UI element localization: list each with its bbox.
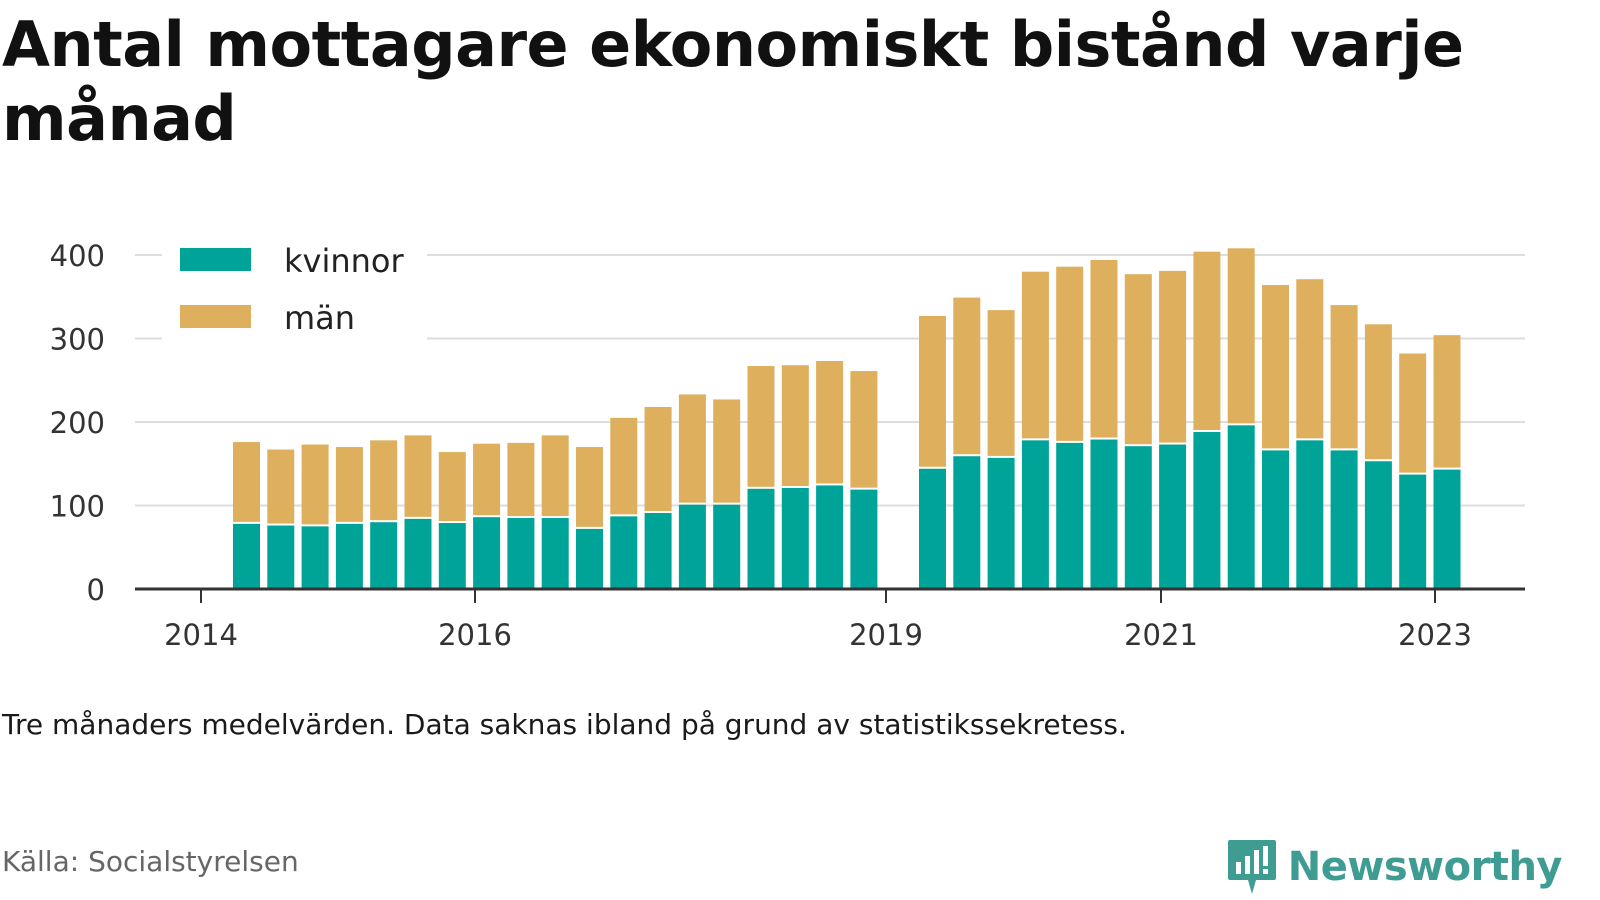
bar-man bbox=[473, 443, 501, 516]
bar-kvinnor bbox=[267, 525, 295, 589]
bar-kvinnor bbox=[1227, 425, 1255, 589]
bar-kvinnor bbox=[1056, 442, 1084, 589]
bar-kvinnor bbox=[713, 504, 741, 589]
bar-man bbox=[1296, 279, 1324, 439]
legend-swatch-kvinnor bbox=[180, 248, 251, 271]
bar-kvinnor bbox=[1364, 461, 1392, 589]
bar-man bbox=[1330, 305, 1358, 449]
x-axis: 2014 2016 2019 2021 2023 bbox=[135, 587, 1525, 652]
bar-kvinnor bbox=[816, 485, 844, 589]
x-tick-label: 2023 bbox=[1398, 618, 1472, 652]
bar-man bbox=[1433, 335, 1461, 468]
bar-kvinnor bbox=[678, 504, 706, 589]
chart-title: Antal mottagare ekonomiskt bistånd varje… bbox=[2, 8, 1464, 155]
bar-kvinnor bbox=[404, 518, 432, 589]
x-tick-label: 2021 bbox=[1124, 618, 1198, 652]
newsworthy-logo-icon bbox=[1227, 840, 1276, 894]
bar-kvinnor bbox=[370, 522, 398, 589]
x-tick-label: 2014 bbox=[164, 618, 238, 652]
x-tick-label: 2016 bbox=[438, 618, 512, 652]
bar-man bbox=[438, 452, 466, 522]
bar-kvinnor bbox=[335, 523, 363, 589]
bar-man bbox=[1021, 271, 1049, 439]
bar-kvinnor bbox=[1193, 432, 1221, 589]
bar-kvinnor bbox=[747, 488, 775, 589]
bar-kvinnor bbox=[576, 528, 603, 589]
bar-man bbox=[541, 435, 569, 517]
bar-kvinnor bbox=[919, 468, 946, 589]
y-tick-label: 200 bbox=[50, 406, 105, 440]
bar-man bbox=[1227, 248, 1255, 424]
bar-kvinnor bbox=[987, 457, 1015, 589]
y-tick-label: 0 bbox=[87, 573, 105, 607]
bar-kvinnor bbox=[541, 518, 569, 589]
bar-man bbox=[850, 371, 878, 488]
bar-man bbox=[1262, 285, 1289, 449]
bar-man bbox=[1193, 251, 1221, 431]
bar-kvinnor bbox=[953, 456, 981, 589]
bar-man bbox=[267, 449, 295, 524]
bar-man bbox=[370, 440, 398, 521]
bar-man bbox=[576, 447, 603, 527]
chart-note: Tre månaders medelvärden. Data saknas ib… bbox=[2, 708, 1127, 741]
bar-man bbox=[233, 442, 260, 522]
bar-man bbox=[816, 361, 844, 484]
bar-kvinnor bbox=[1124, 446, 1152, 589]
bar-man bbox=[713, 399, 741, 503]
y-tick-label: 400 bbox=[50, 239, 105, 273]
y-axis-ticks: 0 100 200 300 400 bbox=[50, 239, 105, 607]
source-label: Källa: Socialstyrelsen bbox=[2, 845, 299, 878]
bar-man bbox=[678, 394, 706, 503]
bar-man bbox=[301, 444, 329, 525]
bar-kvinnor bbox=[1433, 469, 1461, 589]
bar-man bbox=[987, 310, 1015, 456]
bar-kvinnor bbox=[1021, 440, 1049, 589]
bar-man bbox=[1124, 274, 1152, 445]
bar-kvinnor bbox=[473, 517, 501, 589]
bar-man bbox=[1399, 353, 1427, 473]
legend: kvinnor män bbox=[162, 235, 427, 347]
bar-man bbox=[644, 406, 672, 512]
bar-kvinnor bbox=[233, 523, 260, 589]
bar-kvinnor bbox=[610, 516, 638, 589]
bar-man bbox=[781, 365, 809, 486]
bar-kvinnor bbox=[438, 523, 466, 589]
bar-kvinnor bbox=[1262, 450, 1289, 589]
brand-name: Newsworthy bbox=[1287, 844, 1563, 890]
bar-kvinnor bbox=[507, 518, 535, 589]
bar-kvinnor bbox=[781, 487, 809, 589]
bars bbox=[233, 248, 1461, 589]
x-tick-label: 2019 bbox=[849, 618, 923, 652]
bar-man bbox=[1159, 270, 1187, 443]
bar-man bbox=[953, 297, 981, 455]
bar-man bbox=[1056, 266, 1084, 441]
y-tick-label: 100 bbox=[50, 490, 105, 524]
bar-man bbox=[747, 366, 775, 487]
bar-man bbox=[1364, 324, 1392, 460]
legend-label-kvinnor: kvinnor bbox=[284, 242, 405, 280]
bar-kvinnor bbox=[1399, 474, 1427, 589]
bar-kvinnor bbox=[1159, 444, 1187, 589]
bar-kvinnor bbox=[1330, 450, 1358, 589]
bar-man bbox=[610, 417, 638, 515]
bar-man bbox=[404, 435, 432, 517]
bar-man bbox=[507, 442, 535, 517]
bar-man bbox=[1090, 260, 1118, 438]
bar-man bbox=[919, 315, 946, 467]
bar-kvinnor bbox=[644, 513, 672, 589]
bar-kvinnor bbox=[1090, 439, 1118, 589]
bar-kvinnor bbox=[850, 489, 878, 589]
legend-label-man: män bbox=[284, 299, 355, 337]
bar-kvinnor bbox=[1296, 440, 1324, 589]
legend-swatch-man bbox=[180, 305, 251, 328]
newsworthy-logo: Newsworthy bbox=[1226, 838, 1563, 896]
bar-kvinnor bbox=[301, 526, 329, 589]
bar-man bbox=[335, 447, 363, 522]
y-tick-label: 300 bbox=[50, 323, 105, 357]
